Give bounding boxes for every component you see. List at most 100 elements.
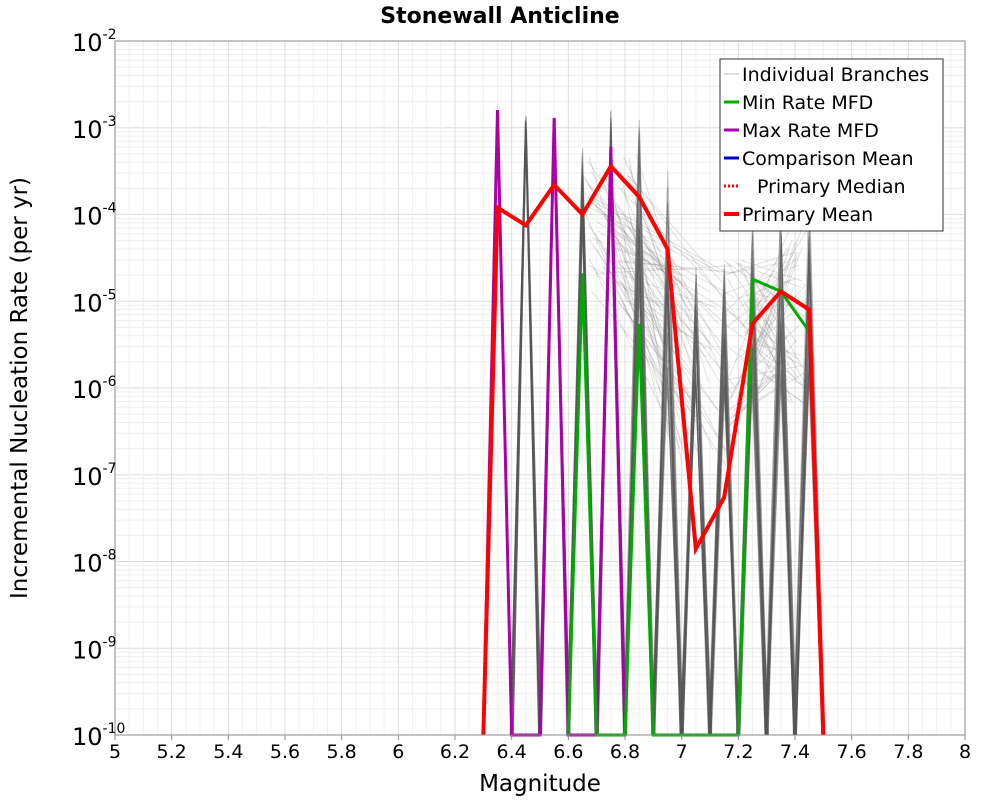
branch-line <box>765 343 795 736</box>
legend-label: Primary Mean <box>742 204 873 226</box>
branch-fan-line <box>745 321 800 361</box>
branch-line <box>511 124 541 736</box>
branch-line <box>709 349 739 736</box>
branch-line <box>767 285 797 736</box>
branch-line <box>708 290 738 736</box>
legend-label: Comparison Mean <box>742 148 914 170</box>
branch-fan-line <box>746 331 789 409</box>
branch-line <box>651 332 682 736</box>
branch-line <box>766 327 796 736</box>
x-tick-label: 6.4 <box>497 741 527 763</box>
branch-line <box>682 311 712 736</box>
branch-line <box>681 321 711 736</box>
branch-line <box>510 129 540 736</box>
branch-fan-line <box>621 299 670 402</box>
branch-fan-line <box>587 224 730 427</box>
x-tick-label: 7.4 <box>780 741 810 763</box>
branch-line <box>766 313 796 736</box>
branch-fan-line <box>625 259 703 465</box>
branch-fan-line <box>748 342 802 356</box>
branch-line <box>512 126 542 736</box>
branch-line <box>766 262 796 736</box>
branch-fan-line <box>741 259 803 282</box>
branch-line <box>511 122 541 736</box>
branch-line <box>510 121 541 736</box>
branch-line <box>510 123 540 736</box>
branch-spike <box>764 206 798 736</box>
branch-line <box>682 317 713 736</box>
branch-fan-line <box>638 267 670 365</box>
branch-spike <box>679 268 713 736</box>
y-tick-label: 10-5 <box>72 287 117 317</box>
branch-fan-line <box>633 200 693 319</box>
x-tick-label: 7.8 <box>893 741 923 763</box>
branch-line <box>679 377 710 736</box>
branch-line <box>709 374 739 736</box>
branch-line <box>682 346 712 736</box>
branch-line <box>709 276 739 736</box>
chart-title: Stonewall Anticline <box>380 4 619 29</box>
branch-line <box>654 302 684 736</box>
branch-fan-line <box>627 174 698 366</box>
branch-line <box>680 376 710 736</box>
branch-line <box>510 120 540 736</box>
branch-fan-line <box>593 268 692 400</box>
branch-line <box>681 296 712 736</box>
branch-line <box>652 387 683 736</box>
x-tick-label: 5.8 <box>327 741 357 763</box>
branch-line <box>709 387 739 736</box>
branch-line <box>680 368 710 736</box>
legend-item: Comparison Mean <box>724 148 914 170</box>
branch-fan-line <box>607 209 681 420</box>
branch-line <box>680 303 711 736</box>
branch-fan-line <box>750 288 786 360</box>
branch-fan-line <box>634 181 736 315</box>
branch-fan-line <box>726 290 784 405</box>
branch-fan-line <box>588 257 681 449</box>
branch-fan-line <box>749 292 788 302</box>
branch-line <box>709 343 740 736</box>
branch-line <box>739 346 769 736</box>
branch-fan-line <box>728 347 805 404</box>
branch-fan-line <box>724 368 783 431</box>
branch-fan-line <box>590 290 705 427</box>
branch-line <box>680 371 710 736</box>
branch-line <box>624 127 655 736</box>
branch-line <box>765 261 795 736</box>
legend-item: Max Rate MFD <box>724 120 879 142</box>
branch-fan-line <box>620 265 707 358</box>
branch-line <box>509 128 539 736</box>
branch-fan-line <box>602 169 674 375</box>
y-tick-label: 10-3 <box>72 114 117 144</box>
branch-line <box>765 285 795 736</box>
branch-line <box>764 325 795 736</box>
branch-fan-line <box>597 230 738 318</box>
branch-fan-line <box>592 200 722 274</box>
branch-line <box>510 123 540 736</box>
branch-fan-line <box>628 157 673 457</box>
branch-line <box>653 290 683 736</box>
branch-line <box>708 339 738 736</box>
branch-line <box>654 309 684 736</box>
x-tick-label: 5 <box>109 741 121 763</box>
legend-box <box>719 58 944 232</box>
branch-line <box>652 368 682 736</box>
x-ticks: 5 5.2 5.4 5.6 5.8 6 6.2 6.4 6.6 6.8 7 7.2 7.4 7.6 7.8 8 <box>109 735 971 763</box>
branch-fan-line <box>587 237 734 461</box>
branch-fan-line <box>595 265 732 274</box>
legend-item: Primary Median <box>724 176 906 198</box>
branch-fan-line <box>732 246 804 428</box>
branch-line <box>767 380 797 736</box>
branch-line <box>710 385 740 736</box>
branch-fan-line <box>589 157 670 437</box>
branch-line <box>682 347 713 736</box>
branch-fan-line <box>612 279 707 350</box>
branch-line <box>708 289 738 736</box>
branch-fan-line <box>618 260 737 274</box>
branch-fan-line <box>618 280 719 411</box>
branch-line <box>512 128 543 736</box>
branch-line <box>709 374 739 736</box>
branch-line <box>711 387 741 736</box>
branch-line <box>765 360 795 736</box>
branch-fan-line <box>603 172 724 297</box>
